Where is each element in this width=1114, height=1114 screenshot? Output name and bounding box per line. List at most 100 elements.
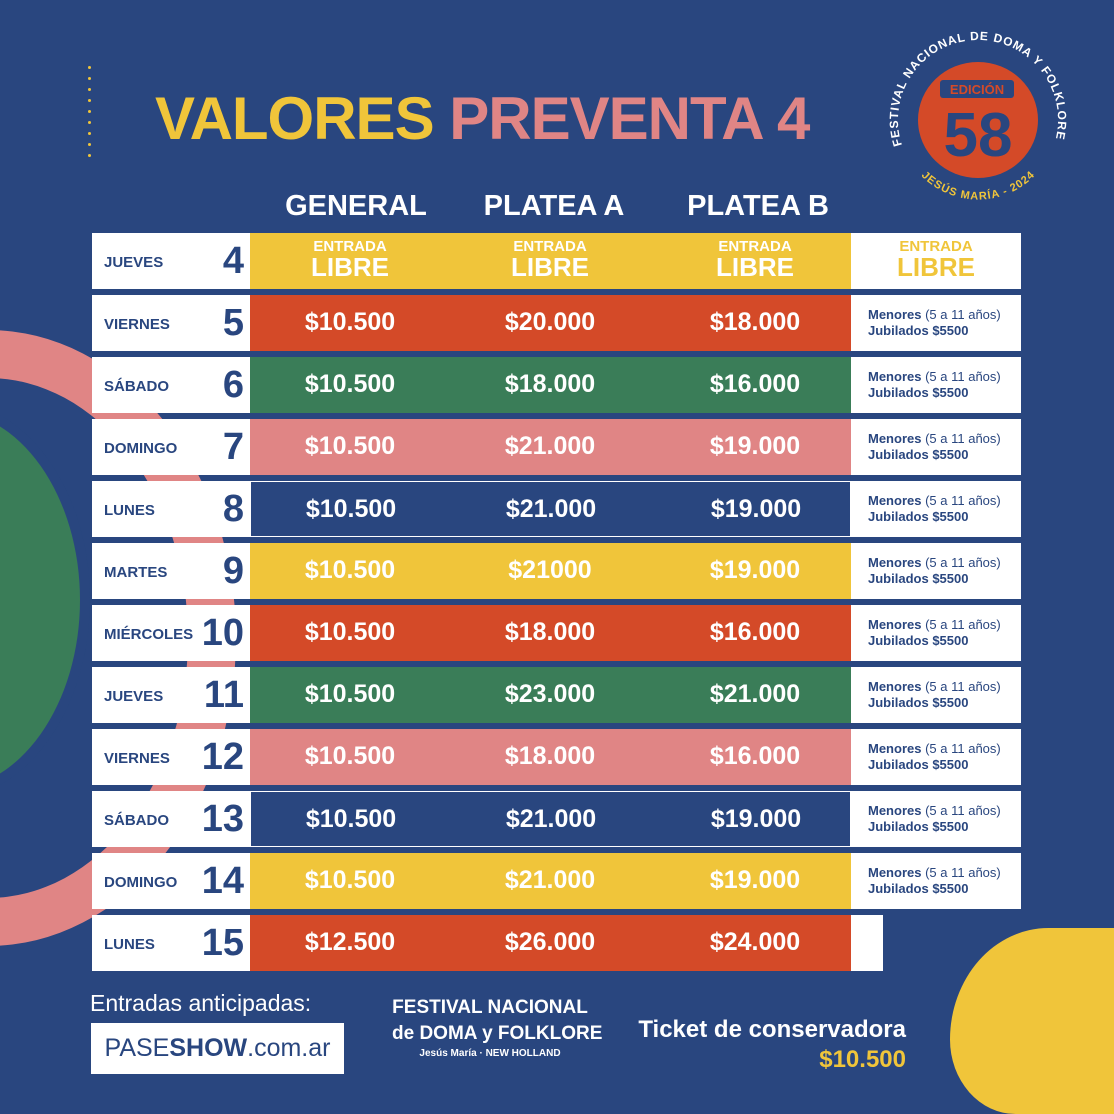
free-entry-label: ENTRADA LIBRE [716, 238, 794, 282]
festival-logo: FESTIVAL NACIONAL de DOMA y FOLKLORE Jes… [392, 997, 603, 1059]
day-name: VIERNES [104, 316, 170, 333]
price-general: $10.500 [304, 556, 396, 584]
price-band: $10.500 $20.000 $18.000 [250, 295, 851, 351]
day-name: VIERNES [104, 750, 170, 767]
price-band: $10.500 $21.000 $19.000 [250, 791, 851, 847]
price-band: $10.500 $18.000 $16.000 [250, 729, 851, 785]
day-number: 14 [201, 860, 244, 902]
advance-tickets-label: Entradas anticipadas: [90, 990, 312, 1016]
discount-note: Menores (5 a 11 años) Jubilados $5500 [851, 419, 1021, 475]
discount-note: Menores (5 a 11 años) Jubilados $5500 [851, 357, 1021, 413]
discount-note: Menores (5 a 11 años) Jubilados $5500 [851, 667, 1021, 723]
table-row: LUNES 15 $12.500 $26.000 $24.000 [92, 915, 1022, 971]
day-cell: LUNES 15 [92, 915, 250, 971]
price-band: $10.500 $18.000 $16.000 [250, 357, 851, 413]
price-general: $10.500 [304, 308, 396, 336]
table-row: SÁBADO 6 $10.500 $18.000 $16.000 Menores (5 a… [92, 357, 1022, 413]
day-cell: VIERNES 5 [92, 295, 250, 351]
price-general: $10.500 [304, 742, 396, 770]
day-cell: VIERNES 12 [92, 729, 250, 785]
day-cell: SÁBADO 6 [92, 357, 250, 413]
day-name: DOMINGO [104, 440, 178, 457]
day-cell: MIÉRCOLES 10 [92, 605, 250, 661]
discount-note: Menores (5 a 11 años) Jubilados $5500 [851, 543, 1021, 599]
discount-note: Menores (5 a 11 años) Jubilados $5500 [851, 481, 1021, 537]
table-row: DOMINGO 14 $10.500 $21.000 $19.000 Menores (5… [92, 853, 1022, 909]
price-general: $10.500 [305, 805, 397, 833]
price-platea-b: $16.000 [709, 618, 801, 646]
day-number: 5 [222, 302, 244, 344]
day-number: 10 [201, 612, 244, 654]
price-platea-b: $16.000 [709, 742, 801, 770]
day-name: MIÉRCOLES [104, 626, 194, 643]
price-general: $10.500 [305, 495, 397, 523]
price-platea-b: $16.000 [709, 370, 801, 398]
free-entry-label: ENTRADA LIBRE [311, 238, 389, 282]
table-row: VIERNES 12 $10.500 $18.000 $16.000 Menores (5… [92, 729, 1022, 785]
price-platea-b: $24.000 [709, 928, 801, 956]
price-band: $10.500 $21.000 $19.000 [250, 853, 851, 909]
page-title: VALORES PREVENTA 4 [155, 85, 810, 152]
price-platea-a: $21.000 [505, 805, 597, 833]
svg-text:58: 58 [944, 101, 1013, 170]
price-general: $10.500 [304, 432, 396, 460]
day-name: LUNES [104, 936, 155, 953]
price-platea-a: $21.000 [505, 495, 597, 523]
price-band: $10.500 $21.000 $19.000 [250, 481, 851, 537]
price-platea-a: $18.000 [504, 742, 596, 770]
price-platea-a: $21000 [508, 556, 592, 584]
paseshow-link[interactable]: PASE SHOW .com.ar [91, 1023, 344, 1074]
discount-note: Menores (5 a 11 años) Jubilados $5500 [851, 295, 1021, 351]
price-band: $10.500 $21000 $19.000 [250, 543, 851, 599]
empty-note-cell [851, 915, 883, 971]
discount-note: Menores (5 a 11 años) Jubilados $5500 [851, 791, 1021, 847]
day-cell: LUNES 8 [92, 481, 250, 537]
price-platea-b: $19.000 [709, 866, 801, 894]
day-name: DOMINGO [104, 874, 178, 891]
price-general: $10.500 [304, 866, 396, 894]
price-platea-a: $20.000 [504, 308, 596, 336]
price-platea-a: $26.000 [504, 928, 596, 956]
day-number: 6 [222, 364, 244, 406]
price-platea-a: $18.000 [504, 618, 596, 646]
price-platea-b: $19.000 [710, 495, 802, 523]
column-header-platea-a: PLATEA A [483, 190, 625, 222]
table-row: JUEVES 11 $10.500 $23.000 $21.000 Menores (5 … [92, 667, 1022, 723]
day-number: 11 [203, 674, 244, 716]
table-row: JUEVES 4 ENTRADA LIBRE ENTRADA LIBRE ENTRADA LI… [92, 233, 1022, 289]
price-platea-b: $19.000 [709, 556, 801, 584]
table-row: LUNES 8 $10.500 $21.000 $19.000 Menores (5 a … [92, 481, 1022, 537]
day-number: 7 [222, 426, 244, 468]
price-platea-a: $23.000 [504, 680, 596, 708]
discount-note: Menores (5 a 11 años) Jubilados $5500 [851, 729, 1021, 785]
table-row: MIÉRCOLES 10 $10.500 $18.000 $16.000 Menores … [92, 605, 1022, 661]
price-general: $10.500 [304, 370, 396, 398]
day-number: 15 [201, 922, 244, 964]
price-band: $10.500 $23.000 $21.000 [250, 667, 851, 723]
price-general: $12.500 [304, 928, 396, 956]
price-platea-b: $19.000 [709, 432, 801, 460]
price-platea-a: $18.000 [504, 370, 596, 398]
free-entry-label: ENTRADA LIBRE [511, 238, 589, 282]
table-row: MARTES 9 $10.500 $21000 $19.000 Menores (5 a … [92, 543, 1022, 599]
day-cell: DOMINGO 7 [92, 419, 250, 475]
day-number: 9 [222, 550, 244, 592]
day-name: JUEVES [104, 254, 164, 271]
day-name: LUNES [104, 502, 155, 519]
day-number: 12 [201, 736, 244, 778]
cooler-ticket-price: $10.500 [819, 1046, 906, 1073]
cooler-ticket: Ticket de conservadora $10.500 [596, 1015, 906, 1075]
column-header-platea-b: PLATEA B [687, 190, 829, 222]
price-band: $10.500 $18.000 $16.000 [250, 605, 851, 661]
price-band: $12.500 $26.000 $24.000 [250, 915, 851, 971]
price-general: $10.500 [304, 680, 396, 708]
day-cell: JUEVES 4 [92, 233, 250, 289]
price-platea-a: $21.000 [504, 432, 596, 460]
day-number: 8 [222, 488, 244, 530]
price-platea-a: $21.000 [504, 866, 596, 894]
note-cell: ENTRADA LIBRE [851, 233, 1021, 289]
price-platea-b: $19.000 [710, 805, 802, 833]
table-row: VIERNES 5 $10.500 $20.000 $18.000 Menores (5 … [92, 295, 1022, 351]
day-cell: DOMINGO 14 [92, 853, 250, 909]
